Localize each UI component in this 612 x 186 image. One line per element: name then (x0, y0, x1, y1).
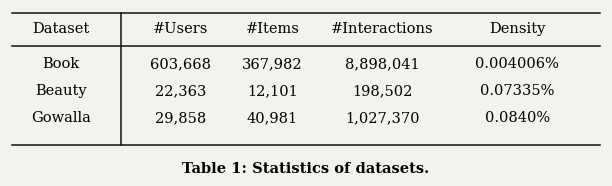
Text: 1,027,370: 1,027,370 (345, 111, 420, 125)
Text: #Users: #Users (153, 22, 208, 36)
Text: Beauty: Beauty (35, 84, 87, 98)
Text: #Interactions: #Interactions (331, 22, 434, 36)
Text: 8,898,041: 8,898,041 (345, 57, 420, 71)
Text: 40,981: 40,981 (247, 111, 298, 125)
Text: 0.004006%: 0.004006% (475, 57, 559, 71)
Text: 29,858: 29,858 (155, 111, 206, 125)
Text: 12,101: 12,101 (247, 84, 297, 98)
Text: 0.0840%: 0.0840% (485, 111, 550, 125)
Text: #Items: #Items (245, 22, 299, 36)
Text: Book: Book (43, 57, 80, 71)
Text: Gowalla: Gowalla (31, 111, 91, 125)
Text: 0.07335%: 0.07335% (480, 84, 554, 98)
Text: Density: Density (489, 22, 545, 36)
Text: 603,668: 603,668 (150, 57, 211, 71)
Text: 22,363: 22,363 (155, 84, 206, 98)
Text: Table 1: Statistics of datasets.: Table 1: Statistics of datasets. (182, 162, 430, 176)
Text: 367,982: 367,982 (242, 57, 303, 71)
Text: Dataset: Dataset (32, 22, 90, 36)
Text: 198,502: 198,502 (353, 84, 412, 98)
